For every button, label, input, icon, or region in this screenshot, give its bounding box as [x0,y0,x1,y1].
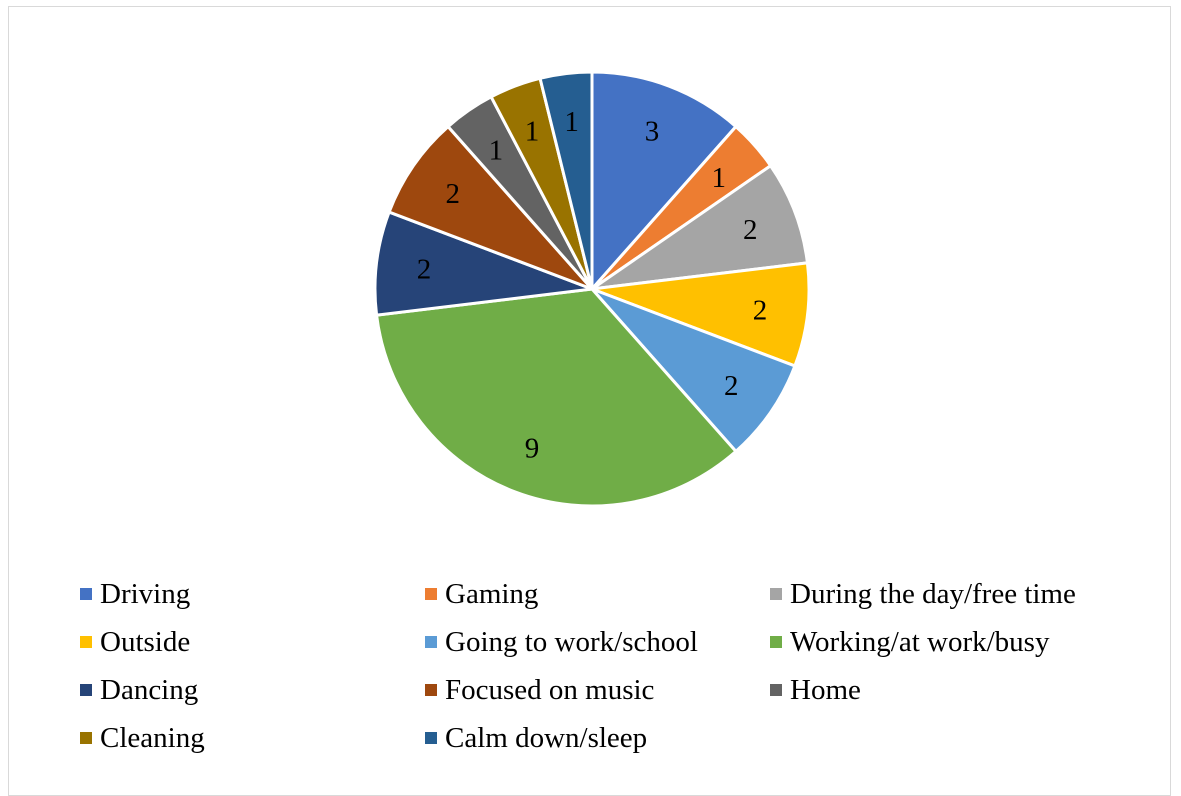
data-label: 3 [645,116,660,148]
legend-item: Going to work/school [425,624,770,660]
data-label: 1 [711,162,726,194]
legend-swatch [80,636,92,648]
legend-swatch [425,588,437,600]
legend-swatch [80,732,92,744]
pie-slice-dancing [373,210,593,317]
legend-swatch [770,588,782,600]
data-label: 1 [564,106,579,138]
legend-label: Working/at work/busy [790,625,1050,658]
legend-item: Cleaning [80,720,425,756]
legend-label: Focused on music [445,673,655,706]
data-label: 2 [445,178,460,210]
legend-swatch [770,684,782,696]
data-label: 2 [417,254,432,286]
legend-label: Dancing [100,673,199,706]
data-label: 1 [489,135,504,167]
legend-item: Focused on music [425,672,770,708]
legend-swatch [80,684,92,696]
pie-slice-driving [590,70,739,293]
pie-slice-calm-down-sleep [538,70,594,290]
pie-slice-working-at-work-busy [374,287,739,508]
data-label: 2 [743,214,758,246]
legend-label: During the day/free time [790,577,1076,610]
legend: Driving Gaming During the day/free time Out… [80,576,1140,756]
data-label: 1 [525,116,540,148]
legend-label: Calm down/sleep [445,721,648,754]
data-label: 9 [525,432,540,464]
pie-slice-going-to-work-school [590,287,797,454]
legend-item: Driving [80,576,425,612]
data-label: 2 [724,370,739,402]
legend-label: Home [790,673,861,706]
legend-label: Driving [100,577,191,610]
legend-label: Gaming [445,577,539,610]
legend-item: Home [770,672,1140,708]
legend-label: Outside [100,625,191,658]
legend-item: Gaming [425,576,770,612]
data-label: 2 [753,294,768,326]
pie-slice-outside [591,261,811,368]
legend-swatch [425,636,437,648]
legend-item: Outside [80,624,425,660]
legend-item: During the day/free time [770,576,1140,612]
legend-swatch [425,684,437,696]
pie-slice-during-the-day-free-time [591,163,810,291]
legend-swatch [80,588,92,600]
legend-label: Cleaning [100,721,205,754]
legend-swatch [770,636,782,648]
legend-item: Calm down/sleep [425,720,770,756]
pie-slice-focused-on-music [387,124,594,291]
legend-item: Dancing [80,672,425,708]
legend-item: Working/at work/busy [770,624,1140,660]
legend-swatch [425,732,437,744]
legend-label: Going to work/school [445,625,698,658]
